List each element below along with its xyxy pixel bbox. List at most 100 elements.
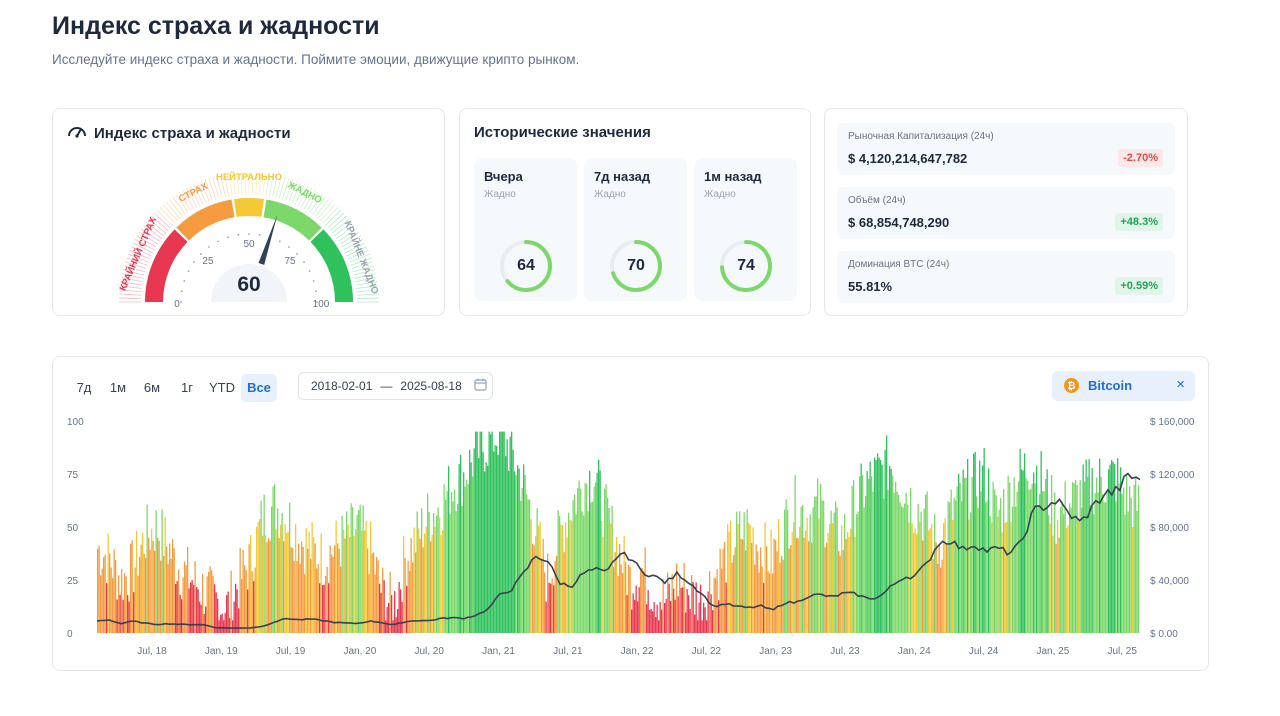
fear-greed-bar (479, 431, 481, 633)
range-all[interactable]: Все (241, 374, 277, 402)
fear-greed-bar (739, 511, 741, 633)
fear-greed-bar (1072, 482, 1074, 633)
fear-greed-bar (454, 489, 456, 633)
fear-greed-bar (328, 583, 330, 633)
fear-greed-bar (727, 523, 729, 633)
fear-greed-bar (1084, 481, 1086, 633)
fear-greed-bar (217, 598, 219, 633)
gauge-fringe-tick (228, 173, 233, 196)
range-1m[interactable]: 1м (109, 380, 127, 395)
gauge-value: 60 (237, 273, 261, 296)
fear-greed-bar (575, 514, 577, 633)
fear-greed-bar (958, 473, 960, 633)
fear-greed-bar (235, 583, 237, 633)
fear-greed-bar (599, 470, 601, 633)
fear-greed-bar (1010, 522, 1012, 633)
fear-greed-bar (1042, 491, 1044, 633)
fear-greed-bar (418, 528, 420, 633)
fear-greed-bar (791, 532, 793, 633)
fear-greed-bar (379, 583, 381, 633)
gauge-fringe-tick (325, 209, 342, 226)
fear-greed-bar (1073, 483, 1075, 633)
fear-greed-bar (1031, 483, 1033, 633)
fear-greed-bar (602, 536, 604, 633)
fear-greed-bar (845, 538, 847, 633)
gauge-fringe-tick (153, 212, 171, 229)
fear-greed-bar (785, 499, 787, 633)
gauge-fringe-tick (129, 250, 151, 260)
fear-greed-bar (196, 587, 198, 633)
fear-greed-bar (149, 549, 151, 633)
fear-greed-bar (412, 562, 414, 633)
fear-greed-bar (1021, 469, 1023, 633)
fear-greed-bar (104, 554, 106, 633)
fear-greed-bar (250, 535, 252, 633)
fear-greed-bar (919, 521, 921, 633)
fear-greed-bar (494, 445, 496, 633)
gauge-dot (312, 280, 315, 282)
date-range-picker[interactable]: 2018-02-01 — 2025-08-18 (298, 372, 493, 400)
fear-greed-bar (829, 524, 831, 633)
fear-greed-bar (961, 501, 963, 633)
fear-greed-bar (484, 471, 486, 633)
fear-greed-bar (956, 486, 958, 633)
fear-greed-bar (616, 536, 618, 633)
fear-greed-bar (460, 455, 462, 633)
fear-greed-bar (787, 510, 789, 633)
fear-greed-bar (307, 548, 309, 633)
fear-greed-bar (146, 504, 148, 633)
fear-greed-bar (158, 540, 160, 633)
gauge-fringe-tick (240, 172, 243, 195)
fear-greed-bar (188, 588, 190, 633)
fear-greed-bar (323, 584, 325, 633)
fear-greed-bar (977, 508, 979, 633)
fear-greed-bar (487, 465, 489, 633)
range-6m[interactable]: 6м (143, 380, 161, 395)
fear-greed-bar (166, 546, 168, 633)
fear-greed-bar (1112, 461, 1114, 633)
range-1y[interactable]: 1г (181, 380, 193, 395)
fear-greed-bar (665, 598, 667, 633)
close-icon[interactable]: × (1176, 376, 1185, 393)
gauge-fringe-tick (353, 269, 376, 276)
fear-greed-bar (406, 585, 408, 633)
fear-greed-bar (995, 495, 997, 633)
fear-greed-bar (790, 545, 792, 633)
fear-greed-bar (817, 478, 819, 633)
fear-greed-bar (985, 502, 987, 633)
fear-greed-bar (838, 551, 840, 633)
fear-greed-bar (356, 514, 358, 633)
fear-greed-bar (361, 530, 363, 633)
fear-greed-bar (647, 590, 649, 633)
fear-greed-bar (209, 566, 211, 633)
fear-greed-bar (938, 544, 940, 633)
fear-greed-bar (964, 477, 966, 633)
fear-greed-bar (866, 471, 868, 633)
fear-greed-bar (259, 519, 261, 633)
fear-greed-bar (754, 564, 756, 633)
fear-greed-bar (1109, 464, 1111, 633)
fear-greed-bar (655, 617, 657, 633)
fear-greed-bar (431, 534, 433, 633)
fear-greed-bar (184, 561, 186, 633)
asset-selector[interactable]: ₿ Bitcoin × (1052, 371, 1195, 401)
range-7d[interactable]: 7д (76, 380, 92, 395)
gauge-fringe-tick (291, 182, 301, 204)
right-axis-tick: $ 0.00 (1150, 629, 1178, 640)
range-ytd[interactable]: YTD (209, 380, 235, 395)
fear-greed-bar (254, 567, 256, 633)
fear-greed-bar (569, 519, 571, 633)
gauge-fringe-tick (186, 187, 198, 208)
left-axis-tick: 25 (67, 576, 79, 587)
fear-greed-bar (776, 551, 778, 633)
gauge-fringe-tick (281, 178, 290, 200)
fear-greed-bar (473, 448, 475, 633)
fear-greed-bar (118, 575, 120, 633)
historical-title: Исторические значения (474, 124, 651, 141)
fear-greed-bar (917, 503, 919, 633)
fear-greed-bar (1028, 490, 1030, 633)
fear-greed-bar (488, 431, 490, 633)
fear-greed-bar (373, 552, 375, 633)
fear-greed-bar (589, 470, 591, 633)
fear-greed-bar (124, 573, 126, 633)
